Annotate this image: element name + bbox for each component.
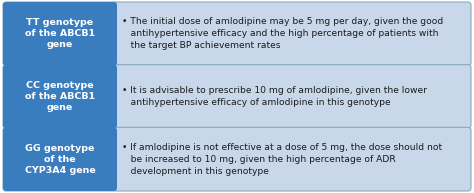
FancyBboxPatch shape xyxy=(3,65,117,128)
Text: GG genotype
of the
CYP3A4 gene: GG genotype of the CYP3A4 gene xyxy=(25,144,95,175)
Text: TT genotype
of the ABCB1
gene: TT genotype of the ABCB1 gene xyxy=(25,18,95,49)
FancyBboxPatch shape xyxy=(3,127,471,191)
Text: • The initial dose of amlodipine may be 5 mg per day, given the good
   antihype: • The initial dose of amlodipine may be … xyxy=(122,17,443,51)
FancyBboxPatch shape xyxy=(3,65,471,128)
Text: • If amlodipine is not effective at a dose of 5 mg, the dose should not
   be in: • If amlodipine is not effective at a do… xyxy=(122,142,442,176)
FancyBboxPatch shape xyxy=(3,2,117,66)
FancyBboxPatch shape xyxy=(3,127,117,191)
Text: CC genotype
of the ABCB1
gene: CC genotype of the ABCB1 gene xyxy=(25,81,95,112)
FancyBboxPatch shape xyxy=(3,2,471,66)
Text: • It is advisable to prescribe 10 mg of amlodipine, given the lower
   antihyper: • It is advisable to prescribe 10 mg of … xyxy=(122,86,427,107)
